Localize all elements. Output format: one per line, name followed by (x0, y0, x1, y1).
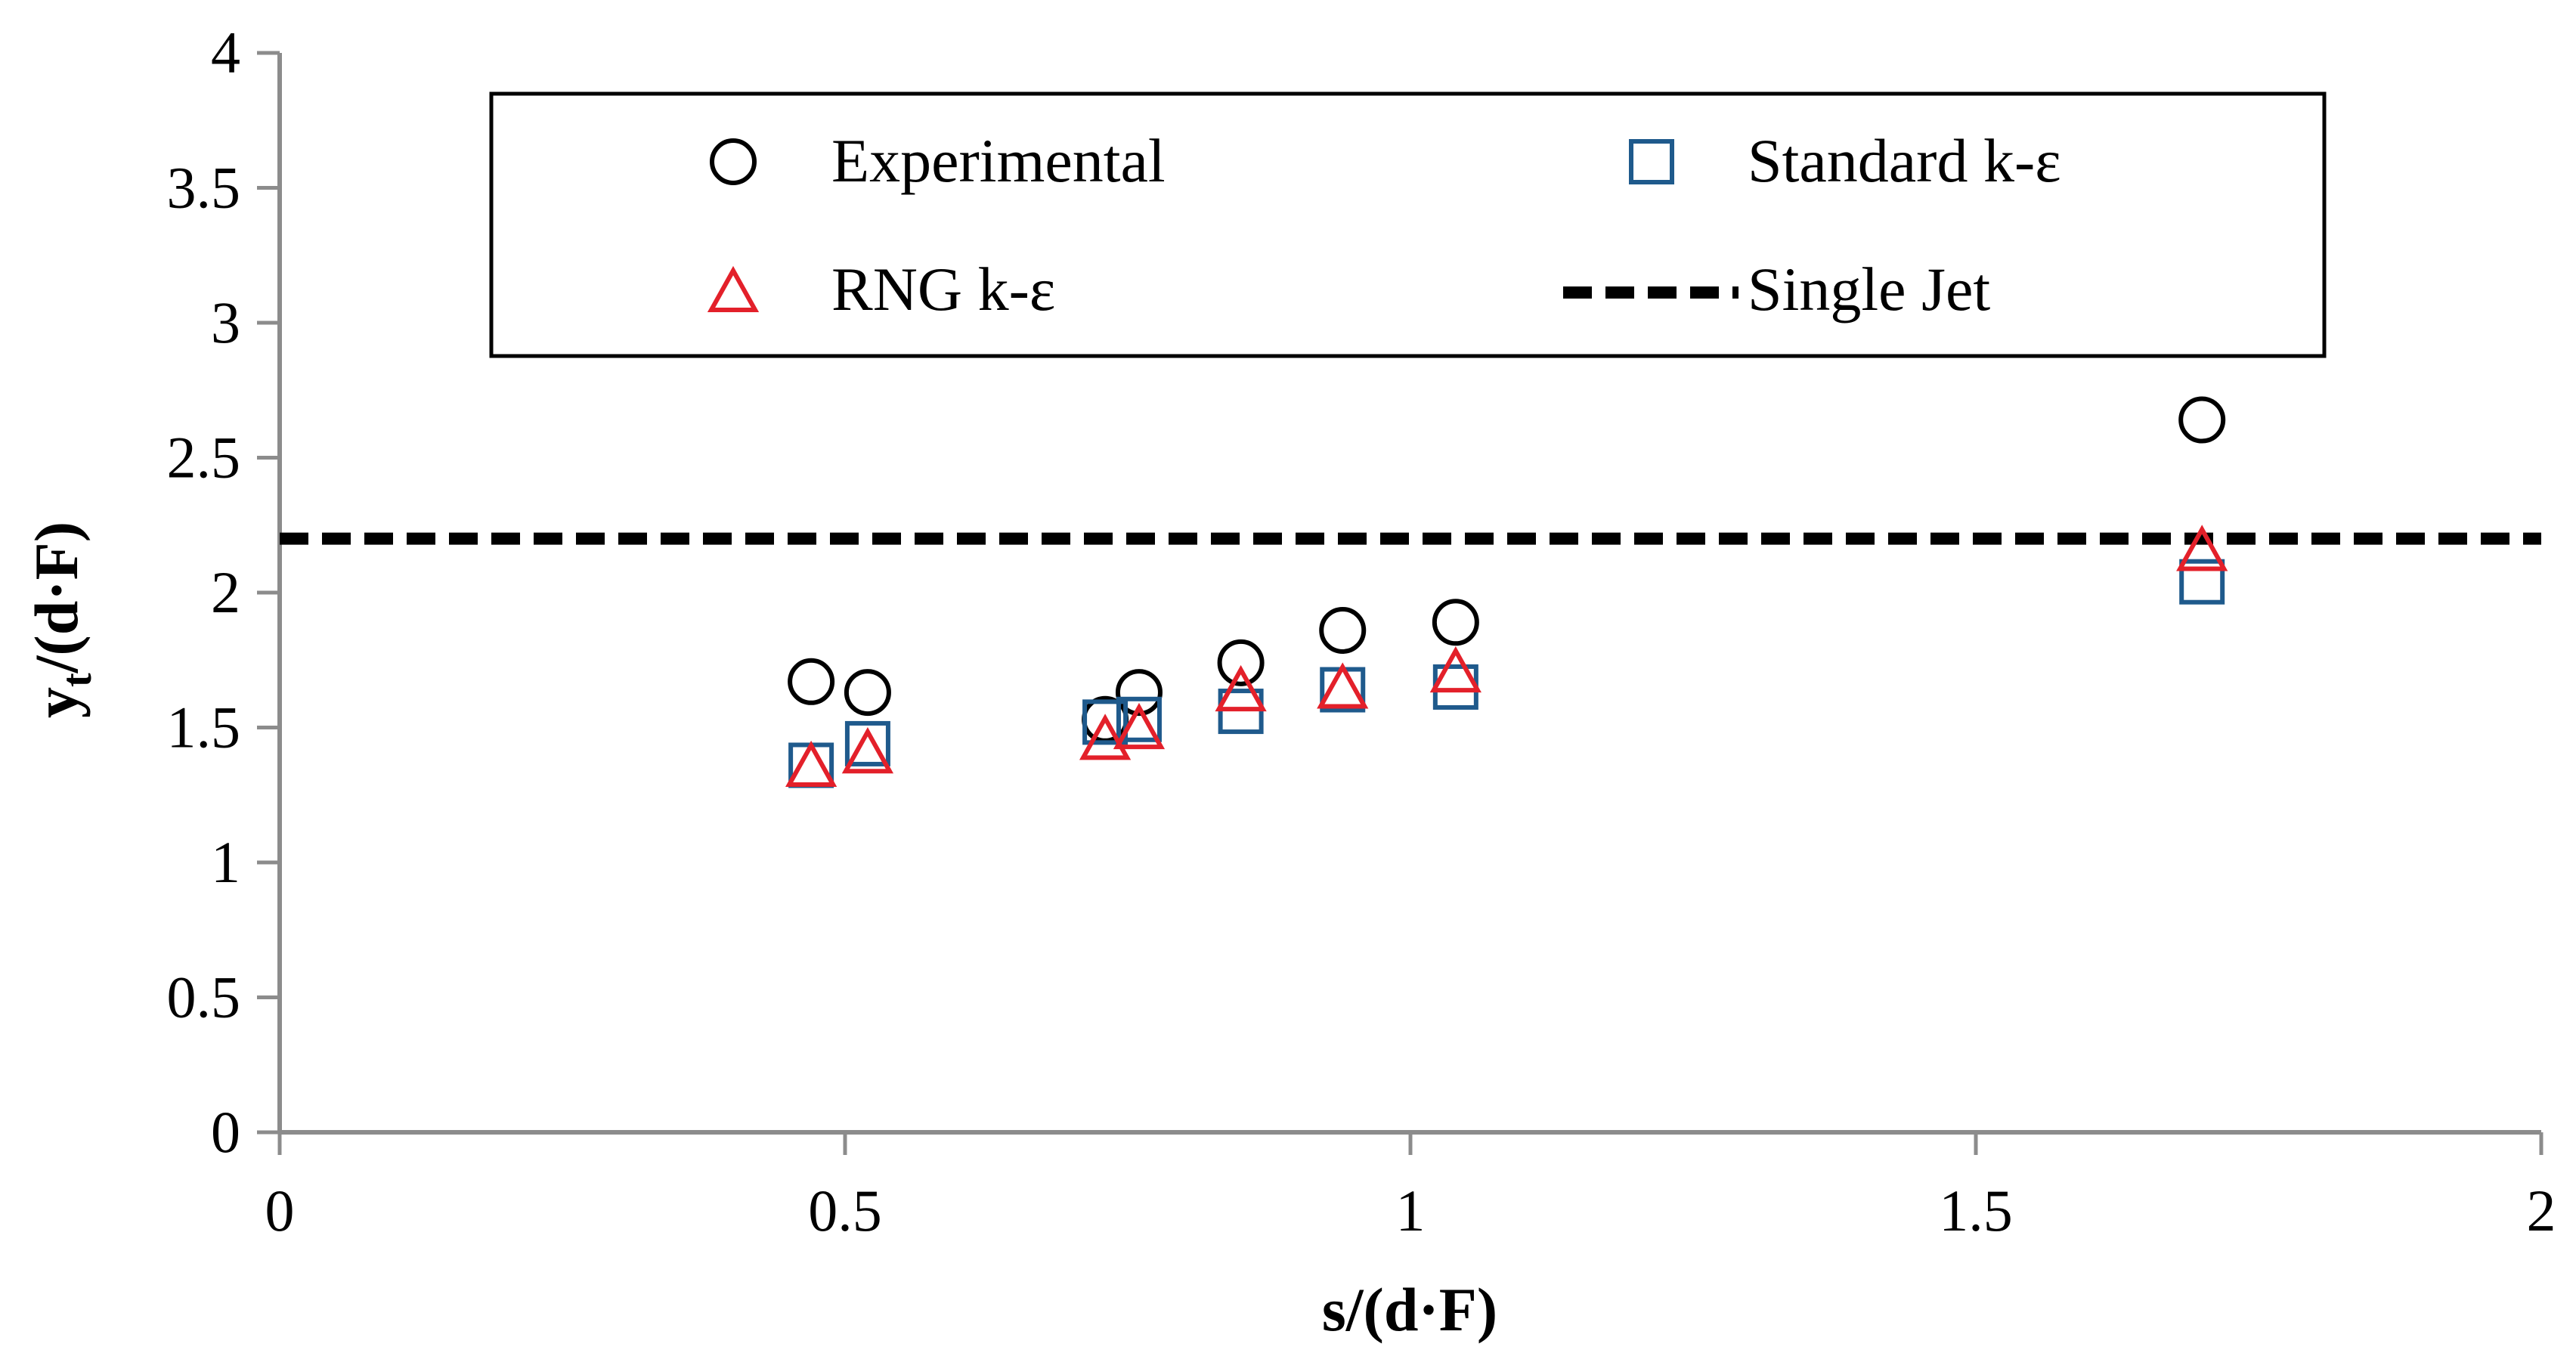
legend-label-rng: RNG k-ε (831, 255, 1055, 324)
y-axis-title-rest: /(d·F) (22, 522, 91, 673)
x-tick-label: 2 (2527, 1178, 2556, 1243)
legend-marker-rng (707, 265, 760, 312)
legend-marker-standard (1629, 139, 1674, 184)
x-tick-label: 1 (1396, 1178, 1426, 1243)
experimental-point (2178, 396, 2226, 444)
y-tick-label: 3.5 (167, 155, 241, 221)
y-tick-label: 0.5 (167, 964, 241, 1030)
rng-ke-point (785, 740, 838, 788)
standard-ke-point (844, 720, 890, 766)
standard-ke-point (2179, 559, 2225, 605)
y-axis-title: yt/(d·F) (22, 522, 101, 718)
rng-ke-point (2176, 525, 2228, 571)
y-tick-label: 2 (211, 559, 240, 625)
rng-ke-point (1215, 664, 1267, 712)
experimental-point (1217, 639, 1265, 686)
experimental-point (788, 658, 835, 705)
rng-ke-point (1079, 714, 1132, 760)
y-ticks: 0 0.5 1 1.5 2 2.5 3 3.5 4 (167, 20, 280, 1165)
y-tick-label: 0 (211, 1099, 240, 1165)
x-tick-label: 0.5 (808, 1178, 882, 1243)
legend-box (489, 91, 2327, 358)
legend-marker-experimental (710, 138, 757, 185)
rng-ke-point (841, 727, 894, 774)
x-tick-label: 1.5 (1939, 1178, 2013, 1243)
y-tick-label: 3 (211, 289, 240, 355)
experimental-point (1319, 606, 1367, 654)
legend-label-single-jet: Single Jet (1748, 255, 1990, 324)
x-axis-title: s/(d·F) (1322, 1275, 1497, 1344)
experimental-point (1115, 669, 1163, 717)
y-tick-label: 1 (211, 829, 240, 895)
rng-ke-point (1317, 662, 1369, 709)
experimental-point (844, 669, 891, 717)
y-axis-title-subscript: t (54, 673, 101, 687)
legend: Experimental Standard k-ε RNG k-ε Single… (489, 91, 2327, 358)
experimental-point (1432, 599, 1479, 646)
standard-ke-point (1116, 696, 1162, 742)
y-axis-title-main: y (22, 687, 91, 718)
y-tick-label: 2.5 (167, 425, 241, 491)
y-tick-label: 4 (211, 20, 240, 85)
standard-ke-point (1082, 699, 1129, 745)
rng-ke-point (1429, 646, 1482, 693)
rng-ke-point (1113, 702, 1166, 750)
data-markers (785, 396, 2228, 788)
x-tick-label: 0 (265, 1178, 295, 1243)
legend-label-standard: Standard k-ε (1748, 126, 2061, 195)
x-ticks: 0 0.5 1 1.5 2 (265, 1132, 2556, 1243)
legend-label-experimental: Experimental (831, 126, 1166, 195)
y-tick-label: 1.5 (167, 695, 241, 760)
